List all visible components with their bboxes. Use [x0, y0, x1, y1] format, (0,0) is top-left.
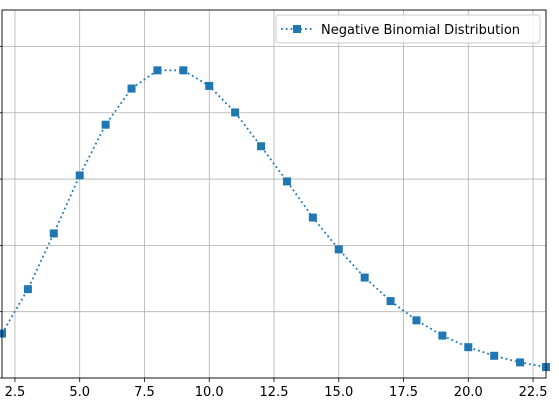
data-point [179, 66, 188, 75]
x-tick-label: 10.0 [195, 385, 224, 400]
data-point [516, 358, 525, 367]
axes: 2.5 5.0 7.5 10.0 12.5 15.0 17.5 20.0 22.5 [0, 46, 548, 400]
data-point [464, 343, 473, 352]
data-point [205, 81, 214, 90]
data-point [101, 120, 110, 129]
data-point [308, 213, 317, 222]
x-tick-label: 12.5 [260, 385, 289, 400]
x-tick-label: 7.5 [134, 385, 155, 400]
x-tick-label: 5.0 [69, 385, 90, 400]
data-point [360, 273, 369, 282]
legend-label: Negative Binomial Distribution [321, 23, 520, 38]
data-point [127, 84, 136, 93]
x-tick-label: 20.0 [454, 385, 483, 400]
series-line [1, 69, 547, 368]
data-point [0, 329, 6, 338]
x-tick-label: 2.5 [5, 385, 26, 400]
x-tick-label: 15.0 [324, 385, 353, 400]
series-layer [0, 66, 550, 372]
data-point [23, 285, 32, 294]
x-tick-label: 17.5 [389, 385, 418, 400]
legend-marker [293, 25, 301, 33]
data-point [334, 245, 343, 254]
legend: Negative Binomial Distribution [275, 14, 541, 44]
data-point [75, 171, 84, 180]
data-point [257, 142, 266, 151]
data-point [412, 316, 421, 325]
legend-box [275, 14, 541, 44]
data-point [490, 351, 499, 360]
data-point [282, 177, 291, 186]
x-tick-label: 22.5 [519, 385, 548, 400]
data-point [386, 297, 395, 306]
data-point [438, 331, 447, 340]
data-point [231, 108, 240, 117]
data-point [153, 66, 162, 75]
data-point [49, 229, 58, 238]
